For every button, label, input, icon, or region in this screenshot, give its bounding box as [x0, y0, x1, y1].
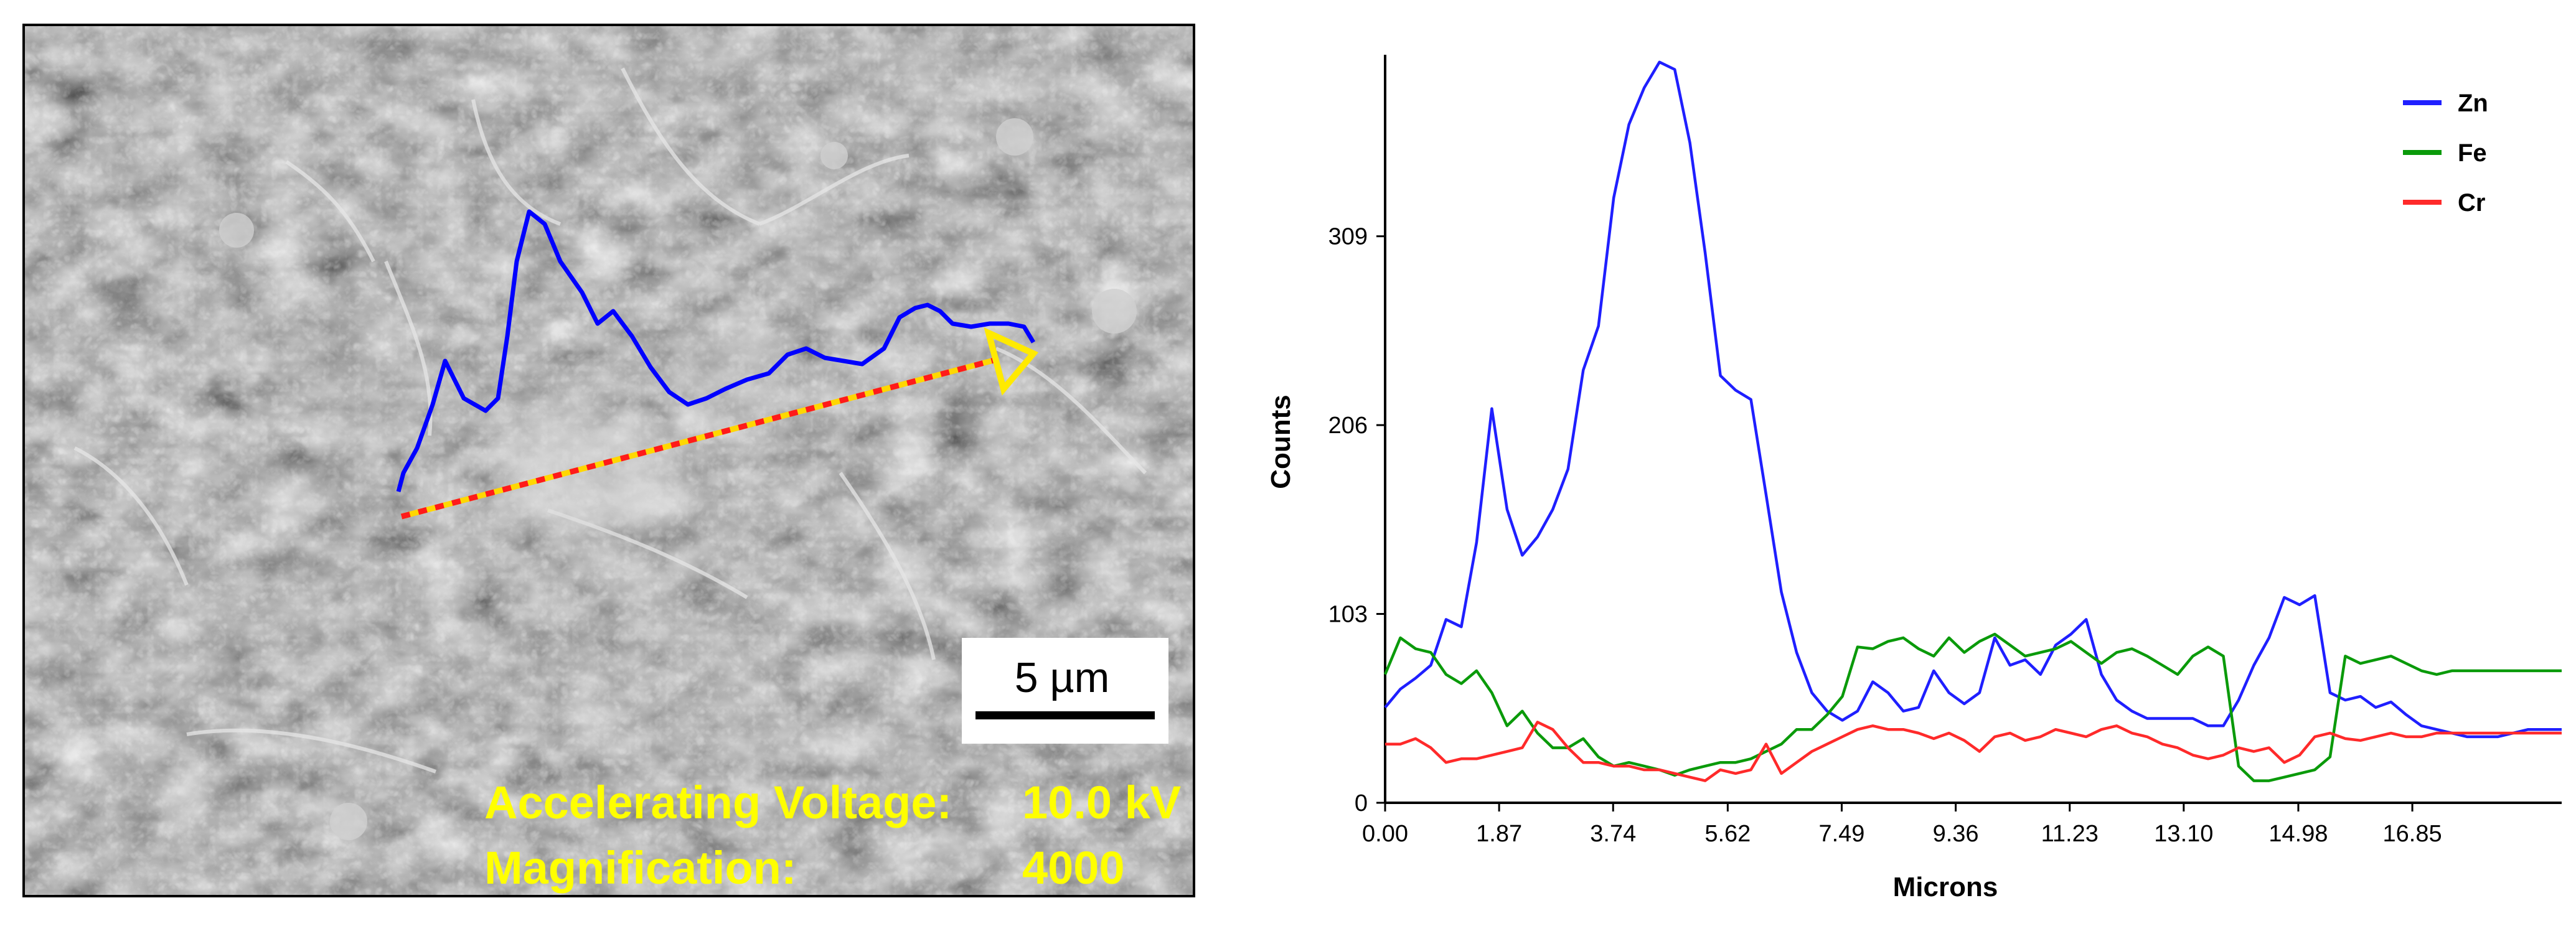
legend: Zn Fe Cr [2403, 90, 2488, 217]
x-tick-label: 0.00 [1362, 821, 1408, 847]
bright-deposit [498, 405, 685, 541]
sem-micrograph: 5 µm Accelerating Voltage: 10.0 kV Magni… [22, 24, 1195, 897]
y-axis-ticks: 0 103 206 309 [1328, 224, 1385, 816]
x-tick-label: 7.49 [1818, 821, 1864, 847]
plot-frame [1384, 55, 2562, 804]
x-tick-label: 16.85 [2383, 821, 2442, 847]
series-line-cr [1385, 721, 2562, 782]
x-axis-label: Microns [1893, 872, 1998, 902]
x-tick-label: 13.10 [2154, 821, 2213, 847]
magnification-value: 4000 [1022, 842, 1125, 894]
line-scan-chart-panel: 0.00 1.87 3.74 5.62 7.49 9.36 11.23 13.10 14.98 1… [1233, 0, 2576, 923]
magnification-label: Magnification: [484, 842, 797, 894]
series-line-zn [1384, 60, 2562, 739]
x-axis-ticks: 0.00 1.87 3.74 5.62 7.49 9.36 11.23 13.10 14.98 1… [1362, 803, 2442, 847]
scan-line-arrowhead [984, 327, 1039, 396]
accelerating-voltage-label: Accelerating Voltage: [484, 777, 952, 828]
accelerating-voltage-value: 10.0 kV [1022, 777, 1181, 828]
y-tick-label: 0 [1355, 790, 1368, 816]
series-layer [1383, 60, 2562, 782]
scan-line [400, 327, 1039, 520]
sem-image-area: 5 µm Accelerating Voltage: 10.0 kV Magni… [24, 25, 1194, 896]
sem-image-border [22, 24, 1195, 897]
x-tick-label: 1.87 [1476, 821, 1522, 847]
x-tick-label: 5.62 [1704, 821, 1751, 847]
y-tick-label: 103 [1328, 602, 1368, 628]
y-tick-label: 309 [1328, 224, 1368, 250]
sem-micrograph-panel: 5 µm Accelerating Voltage: 10.0 kV Magni… [0, 0, 1201, 923]
x-tick-label: 3.74 [1590, 821, 1636, 847]
grain-boundaries [73, 67, 1147, 774]
line-scan-chart: 0.00 1.87 3.74 5.62 7.49 9.36 11.23 13.10 14.98 1… [1266, 55, 2562, 902]
x-tick-label: 11.23 [2041, 821, 2099, 847]
legend-label-fe: Fe [2458, 139, 2487, 167]
x-tick-label: 9.36 [1933, 821, 1979, 847]
zn-profile-overlay [396, 209, 1036, 492]
y-axis-label: Counts [1266, 395, 1296, 489]
series-line-fe [1383, 632, 2562, 782]
scale-bar-box: 5 µm [962, 638, 1168, 744]
surface-nodules [219, 118, 1137, 840]
y-tick-label: 206 [1328, 413, 1368, 439]
scale-bar-label: 5 µm [1015, 654, 1110, 701]
x-tick-label: 14.98 [2268, 821, 2328, 847]
legend-label-cr: Cr [2458, 189, 2485, 217]
legend-label-zn: Zn [2458, 90, 2488, 117]
scale-bar [975, 711, 1155, 719]
